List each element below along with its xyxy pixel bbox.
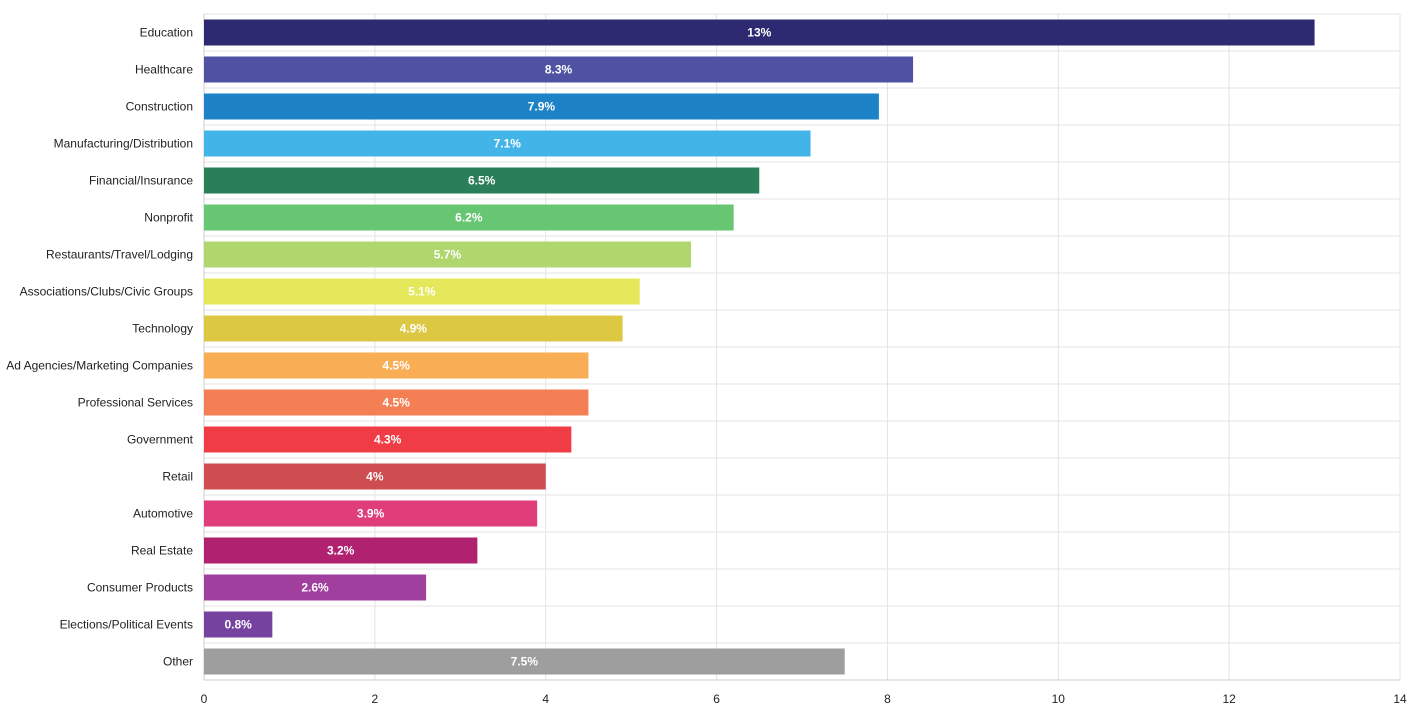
bar[interactable] xyxy=(204,278,640,305)
x-tick-label: 4 xyxy=(542,692,549,706)
bar-value-label: 2.6% xyxy=(301,581,329,595)
category-label: Technology xyxy=(132,322,193,336)
x-tick-layer: 0 2 4 6 8 10 12 14 xyxy=(201,692,1407,706)
bar[interactable] xyxy=(204,204,734,231)
bar[interactable] xyxy=(204,611,273,638)
category-label: Ad Agencies/Marketing Companies xyxy=(6,359,193,373)
bar[interactable] xyxy=(204,130,811,157)
bar-value-label: 8.3% xyxy=(545,63,573,77)
bar-value-label: 7.9% xyxy=(528,100,556,114)
category-label: Elections/Political Events xyxy=(60,618,193,632)
category-label: Consumer Products xyxy=(87,581,193,595)
bar[interactable] xyxy=(204,648,845,675)
x-tick-label: 6 xyxy=(713,692,720,706)
category-label: Construction xyxy=(126,100,193,114)
category-label: Associations/Clubs/Civic Groups xyxy=(20,285,193,299)
bar[interactable] xyxy=(204,537,478,564)
bar-value-label: 13% xyxy=(747,26,771,40)
category-label: Real Estate xyxy=(131,544,193,558)
bar[interactable] xyxy=(204,389,589,416)
x-tick-label: 8 xyxy=(884,692,891,706)
bar-value-label: 5.7% xyxy=(434,248,462,262)
bar-value-label: 4.5% xyxy=(383,359,411,373)
bar-value-label: 0.8% xyxy=(224,618,252,632)
category-label: Automotive xyxy=(133,507,193,521)
bar-value-label: 5.1% xyxy=(408,285,436,299)
bar[interactable] xyxy=(204,56,914,83)
bar-value-label: 4.9% xyxy=(400,322,428,336)
category-label: Professional Services xyxy=(78,396,193,410)
bar-value-label: 4.3% xyxy=(374,433,402,447)
category-label: Education xyxy=(140,26,193,40)
bar[interactable] xyxy=(204,500,538,527)
bar[interactable] xyxy=(204,352,589,379)
category-label-layer: Education Healthcare Construction Manufactu… xyxy=(6,26,193,669)
bar[interactable] xyxy=(204,463,546,490)
x-tick-label: 14 xyxy=(1393,692,1407,706)
bar[interactable] xyxy=(204,93,879,120)
x-tick-label: 0 xyxy=(201,692,208,706)
category-label: Other xyxy=(163,655,193,669)
bar[interactable] xyxy=(204,167,760,194)
category-label: Restaurants/Travel/Lodging xyxy=(46,248,193,262)
x-tick-label: 2 xyxy=(372,692,379,706)
bar-value-label: 6.5% xyxy=(468,174,496,188)
bar[interactable] xyxy=(204,19,1315,46)
bar-value-label: 4.5% xyxy=(383,396,411,410)
bar-value-label: 6.2% xyxy=(455,211,483,225)
bar[interactable] xyxy=(204,574,427,601)
category-label: Government xyxy=(127,433,194,447)
bar-value-label: 7.5% xyxy=(511,655,539,669)
bar[interactable] xyxy=(204,426,572,453)
bar[interactable] xyxy=(204,241,691,268)
bar[interactable] xyxy=(204,315,623,342)
category-label: Financial/Insurance xyxy=(89,174,193,188)
bar-value-label: 7.1% xyxy=(494,137,522,151)
category-label: Manufacturing/Distribution xyxy=(54,137,193,151)
grid-layer xyxy=(203,13,1401,681)
category-label: Nonprofit xyxy=(144,211,193,225)
bar-value-label: 3.2% xyxy=(327,544,355,558)
bar-value-label: 3.9% xyxy=(357,507,385,521)
bar-value-label: 4% xyxy=(366,470,384,484)
x-tick-label: 12 xyxy=(1222,692,1236,706)
x-tick-label: 10 xyxy=(1052,692,1066,706)
bar-layer: 13% 8.3% 7.9% 7.1% 6.5% 6.2% 5.7% 5.1% 4.9% 4.5% 4… xyxy=(204,19,1315,675)
category-label: Retail xyxy=(162,470,193,484)
category-label: Healthcare xyxy=(135,63,193,77)
